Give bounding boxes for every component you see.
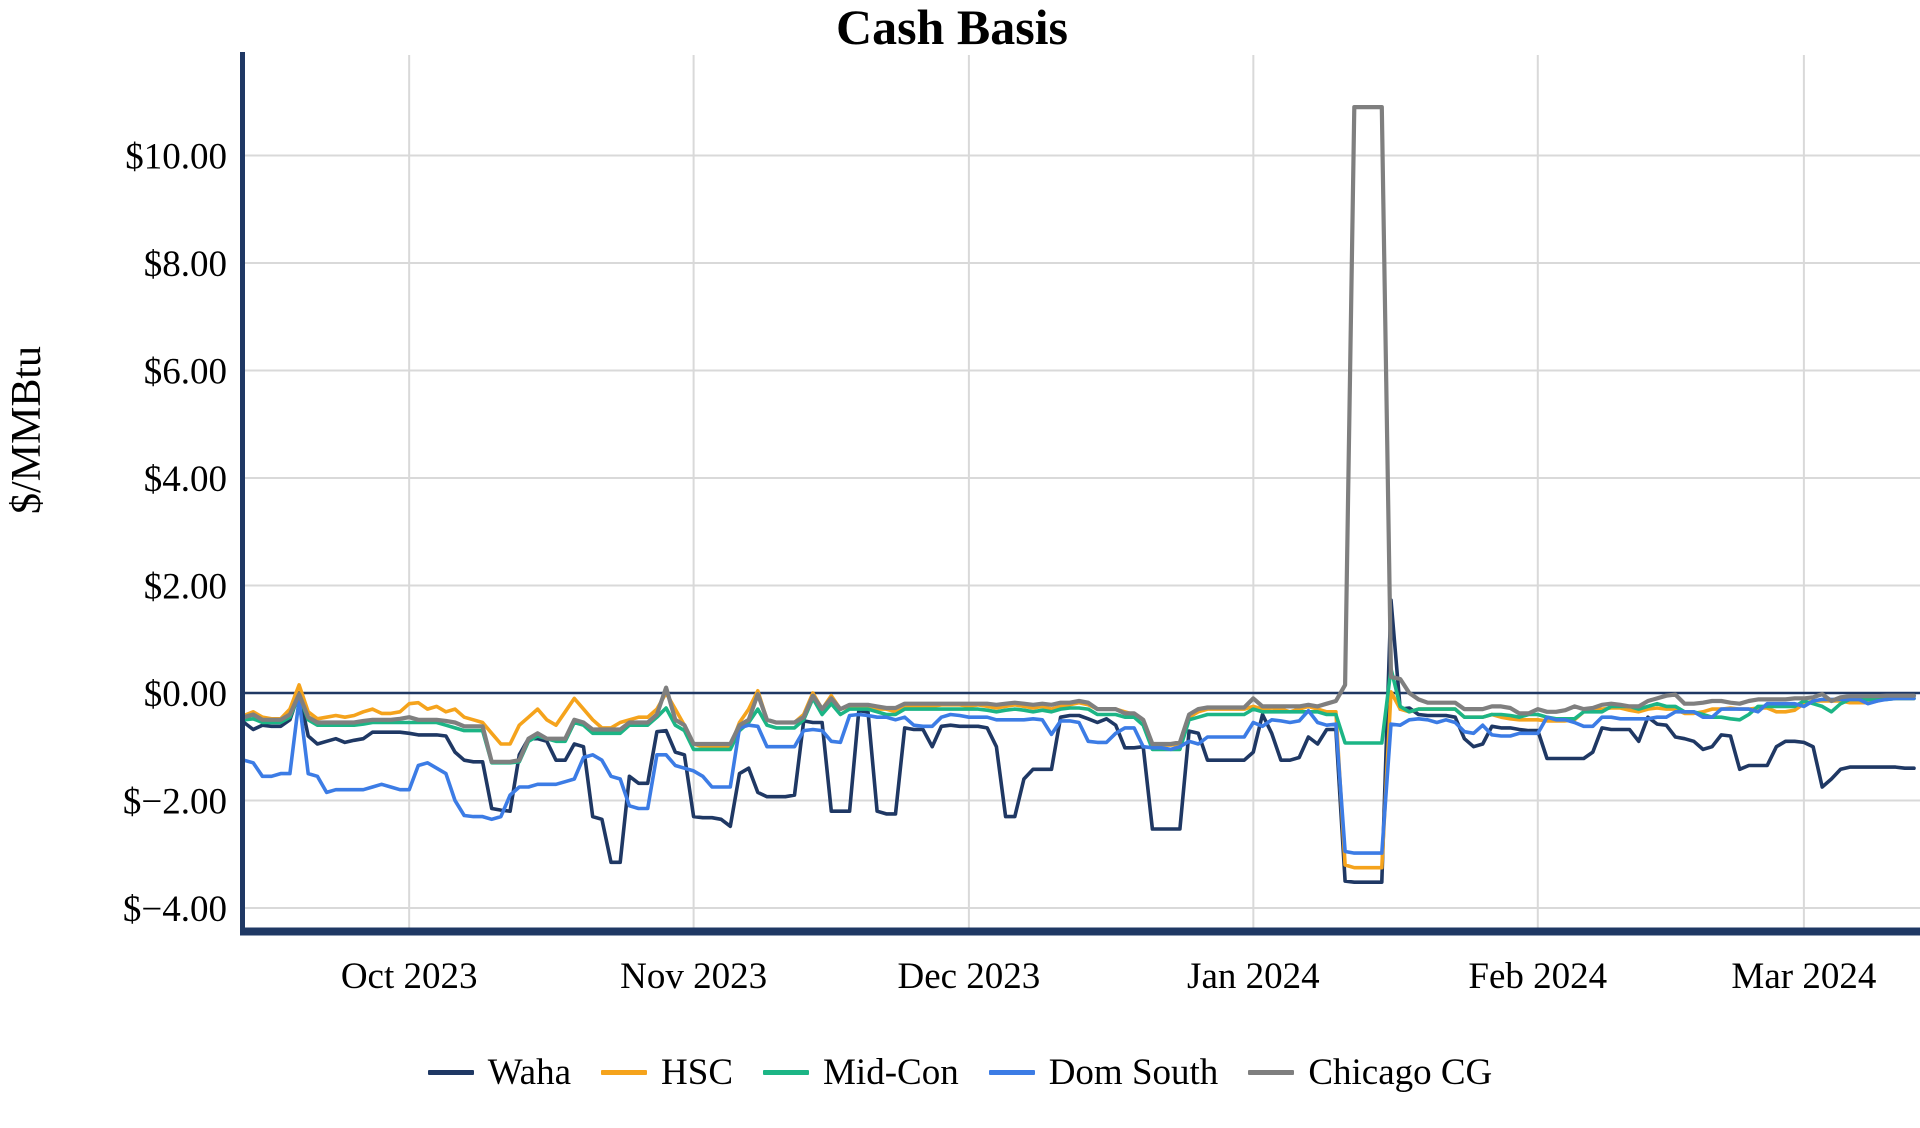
y-tick-label: $0.00	[144, 674, 227, 715]
legend-swatch-dom-south	[988, 1069, 1035, 1075]
legend-swatch-waha	[427, 1069, 474, 1075]
legend-item-chicago-cg: Chicago CG	[1248, 1051, 1492, 1094]
y-tick-label: $2.00	[144, 566, 227, 607]
legend-label: Dom South	[1048, 1051, 1219, 1093]
legend-item-waha: Waha	[427, 1051, 572, 1094]
x-tick-label: Oct 2023	[341, 956, 478, 997]
legend-swatch-chicago-cg	[1248, 1069, 1295, 1075]
legend-item-dom-south: Dom South	[988, 1051, 1219, 1094]
y-tick-label: $6.00	[144, 351, 227, 392]
y-tick-label: $10.00	[125, 137, 227, 178]
legend-label: Waha	[487, 1051, 572, 1093]
x-tick-label: Mar 2024	[1731, 956, 1876, 997]
legend-label: Chicago CG	[1308, 1051, 1493, 1093]
series-line-chicago-cg	[241, 104, 1917, 764]
x-tick-labels: Oct 2023 Nov 2023 Dec 2023 Jan 2024 Feb 2024…	[341, 956, 1877, 997]
legend-item-mid-con: Mid-Con	[763, 1051, 959, 1094]
y-tick-labels: $10.00 $8.00 $6.00 $4.00 $2.00 $0.00 $−2.00 $−4…	[123, 137, 227, 930]
gridlines	[244, 55, 1920, 930]
y-tick-label: $−4.00	[123, 889, 227, 930]
axes	[240, 52, 1920, 936]
series-line-dom-south	[242, 696, 1916, 855]
series-lines	[241, 104, 1917, 885]
legend-label: Mid-Con	[823, 1051, 959, 1093]
legend-swatch-mid-con	[763, 1069, 810, 1075]
y-tick-label: $4.00	[144, 459, 227, 500]
chart-title: Cash Basis	[836, 0, 1068, 55]
y-tick-label: $8.00	[144, 244, 227, 285]
legend: Waha HSC Mid-Con Dom South Chicago CG	[0, 1040, 1920, 1104]
legend-item-hsc: HSC	[601, 1051, 733, 1094]
legend-swatch-hsc	[601, 1069, 648, 1075]
series-line-waha	[242, 598, 1916, 885]
legend-label: HSC	[661, 1051, 734, 1093]
x-tick-label: Feb 2024	[1468, 956, 1607, 997]
series-line-hsc	[242, 683, 1916, 870]
x-tick-label: Nov 2023	[620, 956, 767, 997]
x-tick-label: Dec 2023	[897, 956, 1040, 997]
x-tick-label: Jan 2024	[1187, 956, 1320, 997]
y-tick-label: $−2.00	[123, 781, 227, 822]
y-axis-label: $/MMBtu	[4, 346, 50, 514]
